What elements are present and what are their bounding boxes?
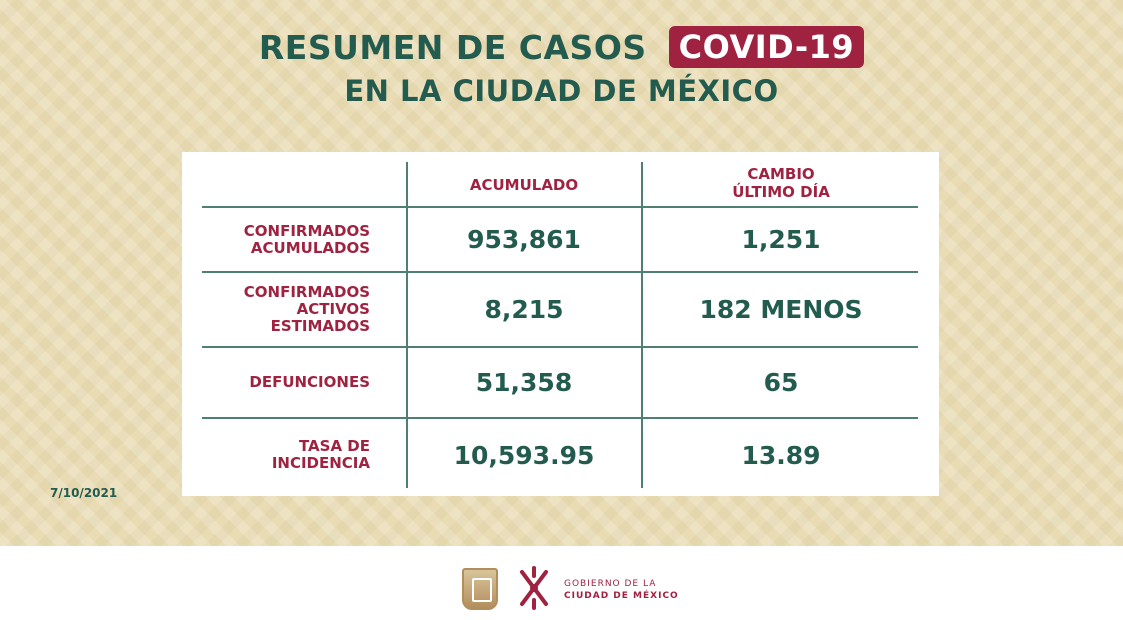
footer (0, 546, 1123, 620)
value-text: 10,593.95 (453, 440, 595, 470)
deaths-change-value: 65 (643, 348, 919, 417)
row-label-line: DEFUNCIONES (249, 373, 370, 391)
value-text: 1,251 (741, 225, 821, 254)
gov-text-line1: GOBIERNO DE LA (564, 579, 657, 589)
title-row: RESUMEN DE CASOS COVID-19 (0, 22, 1123, 72)
column-divider (641, 162, 643, 488)
header-change-line1: CAMBIO (747, 165, 815, 183)
incidence-change-value: 13.89 (643, 419, 919, 491)
value-text: 51,358 (475, 368, 573, 397)
value-text: 13.89 (741, 440, 821, 470)
row-label-line: CONFIRMADOS (243, 283, 370, 301)
report-date: 7/10/2021 (50, 486, 118, 500)
deaths-accumulated-value: 51,358 (408, 348, 640, 417)
table-row-label: TASA DE INCIDENCIA (202, 419, 370, 491)
page-title: RESUMEN DE CASOS (258, 27, 647, 67)
page-subtitle: EN LA CIUDAD DE MÉXICO (344, 74, 779, 108)
header-change-line2: ÚLTIMO DÍA (732, 183, 830, 201)
value-text: 953,861 (467, 225, 581, 254)
row-label-line: ESTIMADOS (270, 317, 370, 335)
row-divider (202, 271, 918, 273)
confirmed-change-value: 1,251 (643, 208, 919, 271)
header-change: CAMBIO ÚLTIMO DÍA (643, 160, 919, 206)
row-divider (202, 346, 918, 348)
row-label-line: INCIDENCIA (271, 454, 370, 472)
value-text: 65 (763, 368, 799, 397)
table-row-label: CONFIRMADOS ACTIVOS ESTIMADOS (202, 273, 370, 346)
table-row-label: CONFIRMADOS ACUMULADOS (202, 208, 370, 271)
table-row-label: DEFUNCIONES (202, 348, 370, 417)
value-text: 8,215 (484, 295, 564, 324)
summary-table: ACUMULADO CAMBIO ÚLTIMO DÍA CONFIRMADOS … (182, 152, 939, 496)
row-divider (202, 417, 918, 419)
gov-text-line2: CIUDAD DE MÉXICO (564, 591, 679, 601)
confirmed-accumulated-value: 953,861 (408, 208, 640, 271)
header-accumulated: ACUMULADO (408, 164, 640, 206)
coat-of-arms-icon (462, 568, 498, 610)
row-label-line: ACTIVOS (296, 300, 370, 318)
row-label-line: CONFIRMADOS (243, 221, 370, 240)
header-accumulated-label: ACUMULADO (469, 176, 579, 194)
value-text: 182 MENOS (699, 295, 863, 324)
column-divider (406, 162, 408, 488)
government-logo-text: GOBIERNO DE LA CIUDAD DE MÉXICO (564, 578, 679, 602)
incidence-accumulated-value: 10,593.95 (408, 419, 640, 491)
active-change-value: 182 MENOS (643, 273, 919, 346)
cdmx-logo-icon (520, 566, 548, 610)
row-label-line: ACUMULADOS (250, 238, 370, 257)
active-accumulated-value: 8,215 (408, 273, 640, 346)
row-label-line: TASA DE (298, 437, 370, 455)
covid-badge: COVID-19 (668, 26, 865, 68)
row-divider (202, 206, 918, 208)
